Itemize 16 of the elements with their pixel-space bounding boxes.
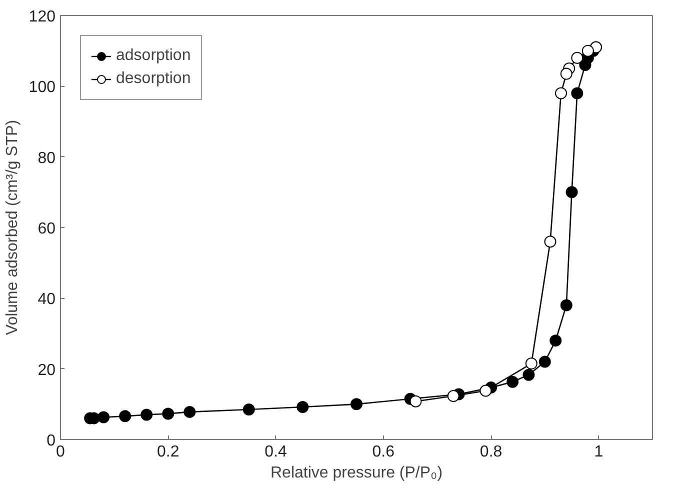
x-tick-label: 0.6: [372, 444, 395, 460]
y-tick-label: 20: [38, 362, 56, 379]
x-axis-title: Relative pressure (P/P₀): [270, 464, 443, 482]
y-tick-label: 120: [28, 8, 56, 26]
y-tick-label: 0: [46, 432, 56, 450]
y-tick-label: 100: [28, 79, 56, 96]
legend-label: desorption: [116, 70, 191, 88]
y-tick-label: 80: [38, 150, 56, 167]
y-tick-label: 40: [38, 291, 56, 308]
legend-label: adsorption: [116, 47, 191, 65]
x-tick-label: 0.4: [264, 444, 287, 460]
x-tick-label: 0.8: [480, 444, 502, 460]
y-tick-label: 60: [38, 220, 56, 238]
x-tick-label: 1: [594, 444, 604, 460]
x-tick-label: 0.2: [157, 444, 180, 460]
y-axis-title: Volume adsorbed (cm³/g STP): [4, 120, 21, 336]
